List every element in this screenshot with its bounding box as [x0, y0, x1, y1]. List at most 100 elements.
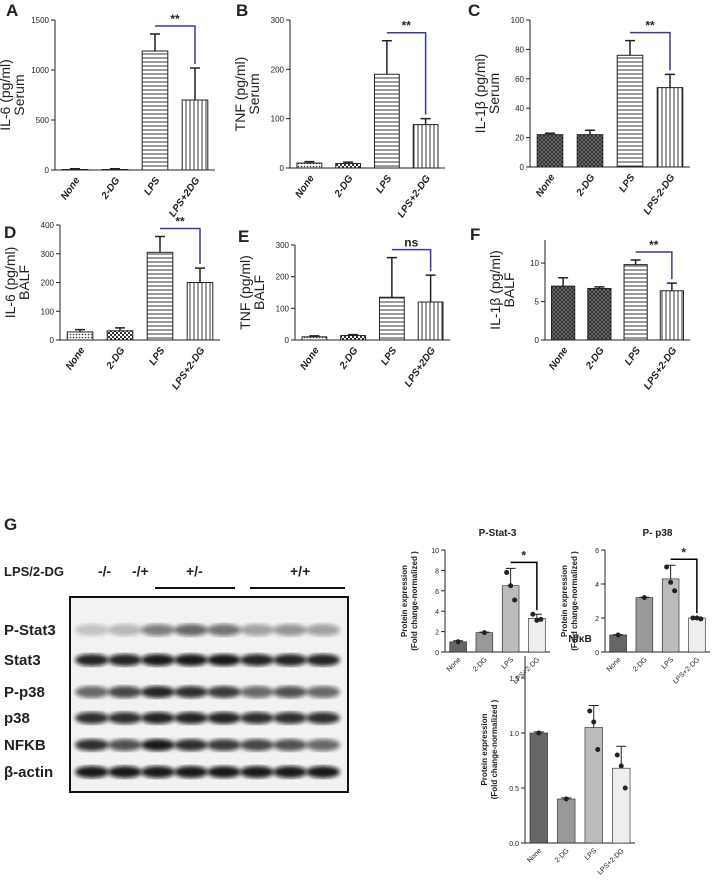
y-tick-label: 0 [45, 166, 50, 175]
data-point [538, 617, 543, 622]
bar [624, 265, 647, 340]
bar [379, 297, 404, 340]
y-tick-label: 100 [276, 304, 290, 313]
x-tick-label: None [547, 345, 571, 372]
chart-title: P- p38 [642, 528, 672, 539]
band [207, 766, 241, 778]
x-tick-label: 2-DG [104, 345, 127, 372]
y-tick-label: 400 [41, 221, 55, 230]
x-tick-label: None [293, 173, 317, 200]
bar [528, 618, 545, 652]
band [306, 739, 340, 751]
significance-label: ns [404, 236, 418, 250]
bar [577, 135, 603, 167]
x-tick-label: LPS+2-DG [396, 173, 433, 220]
error-bar [665, 74, 675, 87]
x-tick-label: LPS [501, 656, 516, 671]
y-tick-label: 1.5 [509, 676, 519, 683]
y-axis-label: BALF [501, 272, 517, 307]
y-tick-label: 60 [515, 75, 524, 84]
x-tick-label: 2-DG [554, 847, 571, 864]
band [306, 686, 340, 698]
significance-label: ** [645, 19, 655, 33]
bar [142, 51, 168, 170]
band [306, 712, 340, 724]
error-bar [585, 130, 595, 134]
y-axis-label: (Fold change-normalized ) [410, 551, 419, 651]
y-tick-label: 40 [515, 104, 524, 113]
data-point [668, 580, 673, 585]
bar [588, 288, 611, 340]
error-bar [195, 268, 205, 282]
band [108, 654, 142, 666]
panel-label: C [468, 1, 480, 20]
data-point [504, 570, 509, 575]
y-tick-label: 300 [276, 241, 290, 250]
band [75, 686, 109, 698]
x-tick-label: 2-DG [99, 175, 122, 202]
x-tick-label: LPS+2-DG [672, 656, 701, 685]
x-tick-label: LPS [623, 345, 643, 368]
band [108, 739, 142, 751]
band [273, 712, 307, 724]
y-tick-label: 100 [41, 307, 55, 316]
bar [636, 598, 653, 652]
blot-row-label: NFKB [4, 737, 46, 754]
band [273, 624, 307, 636]
x-tick-label: None [534, 172, 558, 199]
x-tick-label: LPS [661, 656, 676, 671]
bar [657, 88, 683, 167]
error-bar [387, 258, 397, 298]
data-point [642, 595, 647, 600]
band [306, 766, 340, 778]
y-axis-label: BALF [251, 275, 267, 310]
data-point [698, 616, 703, 621]
y-tick-label: 0 [280, 164, 285, 173]
y-axis-label: Serum [246, 73, 262, 114]
band [75, 766, 109, 778]
y-tick-label: 4 [595, 582, 599, 589]
x-tick-label: 2-DG [584, 345, 607, 372]
y-tick-label: 2 [435, 630, 439, 637]
band [306, 654, 340, 666]
x-tick-label: None [298, 345, 322, 372]
panel-label: D [4, 223, 16, 242]
error-bar [558, 278, 568, 286]
band [306, 624, 340, 636]
band [240, 654, 274, 666]
y-axis-label: Protein expression [560, 565, 569, 637]
y-tick-label: 300 [41, 250, 55, 259]
band [174, 766, 208, 778]
data-point [615, 753, 620, 758]
y-tick-label: 1000 [31, 66, 49, 75]
blot-group: -/+ [132, 563, 149, 579]
x-tick-label: None [64, 345, 88, 372]
bar [612, 768, 630, 843]
bar [585, 728, 603, 844]
x-tick-label: None [606, 656, 623, 673]
x-tick-label: LPS [374, 173, 394, 196]
bar [552, 286, 575, 340]
x-tick-label: LPS [617, 172, 637, 195]
bar [413, 125, 438, 168]
significance-label: ** [175, 215, 185, 229]
significance-bracket [392, 250, 431, 271]
y-tick-label: 1500 [31, 16, 49, 25]
data-point [536, 731, 541, 736]
significance-label: * [521, 548, 526, 562]
band [207, 686, 241, 698]
panel-label: A [6, 1, 18, 20]
band [141, 686, 175, 698]
bar [476, 633, 493, 652]
bar [107, 331, 133, 340]
error-bar [625, 41, 635, 56]
x-tick-label: None [526, 847, 543, 864]
y-axis-label: (Fold change-normalized ) [490, 699, 499, 799]
significance-label: ** [402, 19, 412, 33]
blot-row-label: p38 [4, 710, 30, 727]
x-tick-label: LPS+2DG [403, 345, 438, 389]
y-tick-label: 6 [595, 548, 599, 555]
x-tick-label: None [446, 656, 463, 673]
x-tick-label: LPS+2-DG [642, 345, 679, 392]
band [273, 739, 307, 751]
